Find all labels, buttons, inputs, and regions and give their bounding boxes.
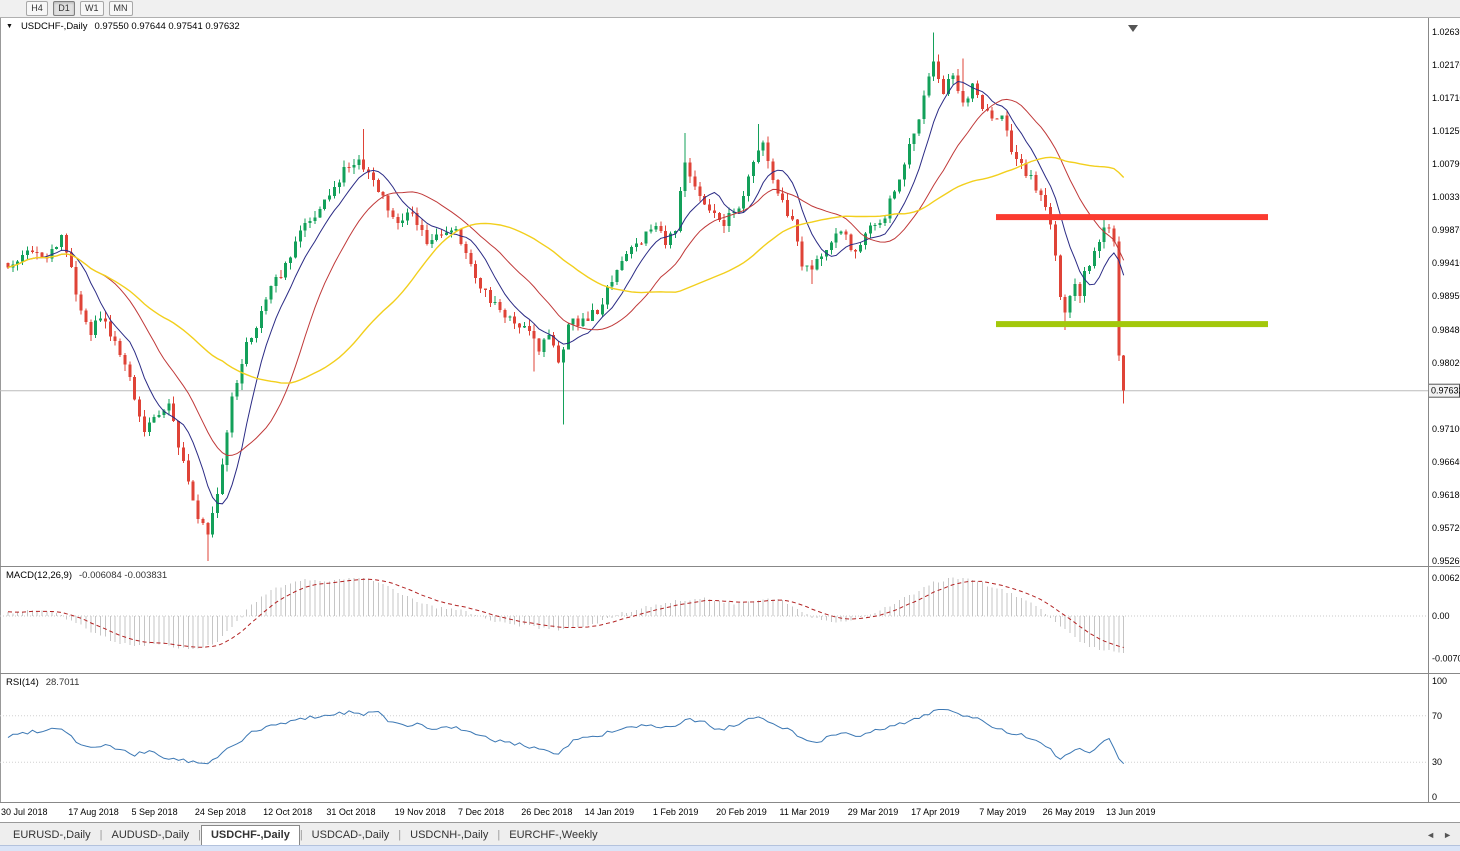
svg-text:0.97632: 0.97632 (1431, 386, 1460, 396)
tab-separator: | (299, 829, 303, 841)
date-label: 26 Dec 2018 (521, 807, 573, 817)
current-price-tag: 0.97632 (1428, 383, 1460, 398)
date-label: 26 May 2019 (1042, 807, 1095, 817)
macd-axis-labels: 0.006257 0.00 -0.007016 (1432, 573, 1460, 664)
timeframe-button-mn[interactable]: MN (108, 1, 133, 16)
svg-text:1.00790: 1.00790 (1432, 159, 1460, 169)
timeframe-button-w1[interactable]: W1 (80, 1, 104, 16)
chart-tab-bar: EURUSD-,Daily | AUDUSD-,Daily | USDCHF-,Dail… (0, 822, 1460, 846)
tab-eurusd-daily[interactable]: EURUSD-,Daily (13, 829, 91, 841)
date-label: 7 Dec 2018 (457, 807, 504, 817)
tab-usdcnh-daily[interactable]: USDCNH-,Daily (410, 829, 489, 841)
price-axis-labels: 1.02630 1.02170 1.01710 1.01250 1.00790 1.003… (1432, 27, 1460, 566)
svg-text:70: 70 (1432, 711, 1442, 721)
tabs-scroll-left-button[interactable]: ◄ (1426, 830, 1436, 840)
date-label: 5 Sep 2018 (131, 807, 178, 817)
svg-text:0: 0 (1432, 792, 1437, 802)
svg-text:1.02630: 1.02630 (1432, 27, 1460, 37)
slow-ma-line (7, 156, 1125, 384)
resistance-line[interactable] (996, 214, 1268, 221)
date-axis: 30 Jul 2018 17 Aug 2018 5 Sep 2018 24 Sep 2… (0, 803, 1460, 822)
timeframe-toolbar: H4 D1 W1 MN (0, 0, 1460, 18)
tab-eurchf-weekly[interactable]: EURCHF-,Weekly (509, 829, 598, 841)
svg-text:0.00: 0.00 (1432, 611, 1450, 621)
date-label: 20 Feb 2019 (716, 807, 767, 817)
macd-indicator-panel[interactable]: MACD(12,26,9) -0.006084 -0.003831 0.0062… (0, 567, 1460, 674)
tab-separator: | (497, 829, 501, 841)
date-label: 13 Jun 2019 (1105, 807, 1156, 817)
svg-text:0.006257: 0.006257 (1432, 573, 1460, 583)
chart-window[interactable]: ▼ USDCHF-,Daily 0.97550 0.97644 0.97541 … (0, 18, 1460, 822)
chart-shift-marker-icon[interactable] (1128, 25, 1138, 32)
date-label: 12 Oct 2018 (263, 807, 313, 817)
fast-ma-line (7, 80, 1125, 505)
svg-text:100: 100 (1432, 676, 1447, 686)
date-label: 29 Mar 2019 (847, 807, 899, 817)
svg-text:1.01710: 1.01710 (1432, 93, 1460, 103)
macd-chart-canvas[interactable]: 0.006257 0.00 -0.007016 (0, 567, 1460, 674)
price-chart-panel[interactable]: ▼ USDCHF-,Daily 0.97550 0.97644 0.97541 … (0, 18, 1460, 567)
tab-separator: | (198, 829, 201, 841)
rsi-axis-labels: 100 70 30 0 (1432, 676, 1447, 802)
tab-usdcad-daily[interactable]: USDCAD-,Daily (311, 829, 390, 841)
tab-separator: | (99, 829, 103, 841)
macd-signal-line (7, 578, 1124, 648)
date-label: 19 Nov 2018 (394, 807, 446, 817)
date-label: 17 Aug 2018 (68, 807, 119, 817)
medium-ma-line (7, 98, 1125, 457)
svg-text:1.02170: 1.02170 (1432, 60, 1460, 70)
rsi-chart-canvas[interactable]: 100 70 30 0 (0, 674, 1460, 803)
date-label: 7 May 2019 (979, 807, 1027, 817)
timeframe-button-d1[interactable]: D1 (53, 1, 75, 16)
timeframe-button-h4[interactable]: H4 (26, 1, 48, 16)
price-chart-svg[interactable]: 1.02630 1.02170 1.01710 1.01250 1.00790 1.003… (0, 18, 1460, 567)
svg-text:1.01250: 1.01250 (1432, 126, 1460, 136)
tab-usdchf-daily[interactable]: USDCHF-,Daily (200, 825, 300, 846)
date-label: 17 Apr 2019 (911, 807, 960, 817)
support-line[interactable] (996, 321, 1268, 328)
tabs-scroll-right-button[interactable]: ► (1443, 830, 1452, 840)
tab-audusd-daily[interactable]: AUDUSD-,Daily (111, 829, 190, 841)
candles-layer (6, 32, 1126, 561)
date-label: 31 Oct 2018 (326, 807, 376, 817)
date-label: 24 Sep 2018 (194, 807, 246, 817)
svg-text:-0.007016: -0.007016 (1432, 654, 1460, 664)
rsi-indicator-panel[interactable]: RSI(14) 28.7011 100 70 30 0 (0, 674, 1460, 803)
rsi-line (7, 709, 1125, 765)
tab-separator: | (398, 829, 402, 841)
macd-chart-svg[interactable]: 0.006257 0.00 -0.007016 (0, 567, 1460, 674)
date-label: 14 Jan 2019 (584, 807, 635, 817)
date-label: 30 Jul 2018 (1, 807, 48, 817)
price-chart-canvas[interactable]: 1.02630 1.02170 1.01710 1.01250 1.00790 1.003… (0, 18, 1460, 567)
svg-text:30: 30 (1432, 757, 1442, 767)
rsi-chart-svg[interactable]: 100 70 30 0 (0, 674, 1460, 803)
bottom-strip (0, 845, 1460, 851)
macd-histogram (7, 577, 1125, 653)
date-label: 1 Feb 2019 (652, 807, 699, 817)
date-label: 11 Mar 2019 (779, 807, 830, 817)
